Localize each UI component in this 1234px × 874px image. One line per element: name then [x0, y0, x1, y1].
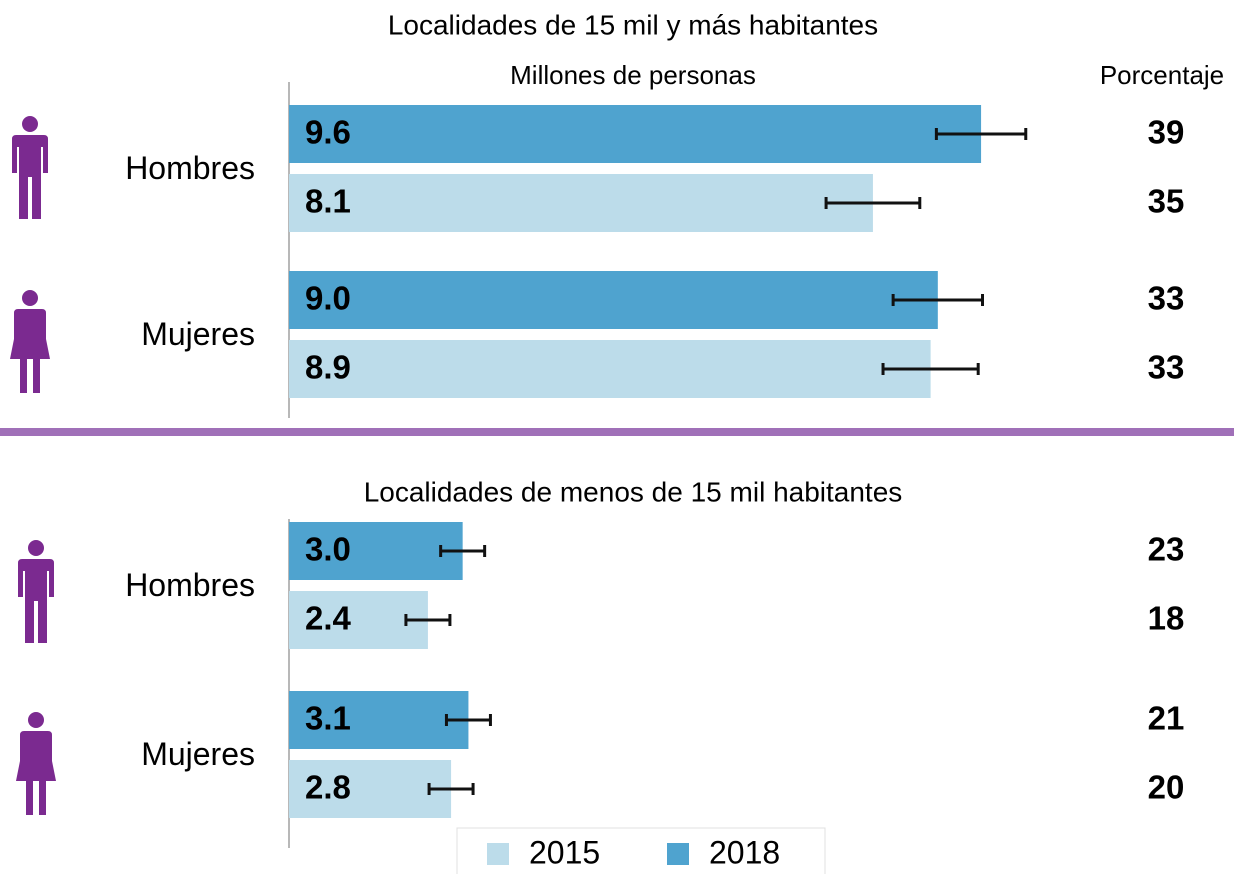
- value-label: 9.0: [305, 280, 351, 317]
- woman-icon: [16, 712, 56, 815]
- value-label: 2.8: [305, 769, 351, 806]
- value-label: 2.4: [305, 600, 352, 637]
- chart-title: Localidades de 15 mil y más habitantes: [388, 9, 878, 40]
- value-label: 8.1: [305, 183, 351, 220]
- value-label: 3.1: [305, 700, 351, 737]
- bar: [289, 522, 463, 580]
- axis-title: Millones de personas: [510, 60, 756, 90]
- legend-label: 2018: [709, 834, 780, 870]
- bar: [289, 174, 873, 232]
- category-label: Mujeres: [141, 316, 255, 352]
- percent-label: 23: [1148, 531, 1185, 568]
- man-icon: [18, 540, 54, 643]
- man-icon: [12, 116, 48, 219]
- percent-label: 35: [1148, 183, 1185, 220]
- divider: [0, 428, 1234, 436]
- legend: [456, 827, 826, 874]
- bar: [289, 691, 469, 749]
- category-label: Hombres: [125, 150, 255, 186]
- percent-label: 39: [1148, 114, 1185, 151]
- chart-title: Localidades de menos de 15 mil habitante…: [364, 476, 903, 507]
- category-label: Hombres: [125, 567, 255, 603]
- legend-swatch: [667, 843, 689, 865]
- percent-header: Porcentaje: [1100, 60, 1224, 90]
- value-label: 9.6: [305, 114, 351, 151]
- percent-label: 33: [1148, 349, 1185, 386]
- bar: [289, 105, 982, 163]
- legend-swatch: [487, 843, 509, 865]
- bar: [289, 271, 938, 329]
- value-label: 8.9: [305, 349, 351, 386]
- legend-label: 2015: [529, 834, 600, 870]
- bar: [289, 760, 452, 818]
- category-label: Mujeres: [141, 736, 255, 772]
- value-label: 3.0: [305, 531, 351, 568]
- percent-label: 21: [1148, 700, 1185, 737]
- percent-label: 18: [1148, 600, 1185, 637]
- woman-icon: [10, 290, 50, 393]
- bar: [289, 340, 931, 398]
- percent-label: 20: [1148, 769, 1185, 806]
- percent-label: 33: [1148, 280, 1185, 317]
